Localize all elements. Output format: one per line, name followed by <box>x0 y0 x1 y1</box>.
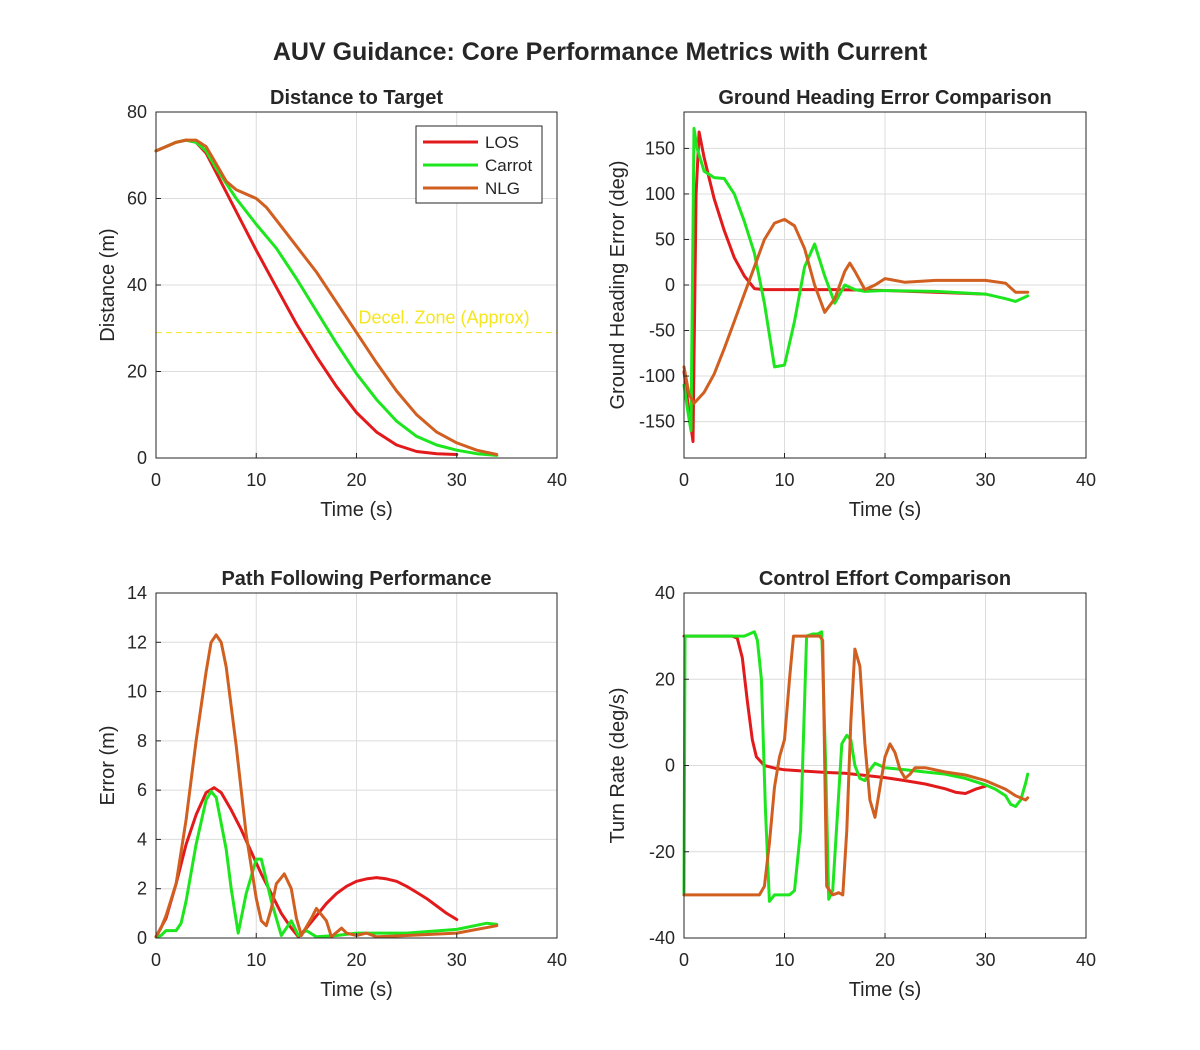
y-tick-label: 20 <box>127 362 147 382</box>
x-axis-label: Time (s) <box>320 499 393 521</box>
y-tick-label: -20 <box>649 842 675 862</box>
x-tick-label: 30 <box>447 950 467 970</box>
series-line-nlg <box>682 634 1030 897</box>
y-tick-label: -150 <box>639 412 675 432</box>
x-tick-label: 30 <box>447 470 467 490</box>
y-tick-label: 80 <box>127 102 147 122</box>
subplot-title: Distance to Target <box>270 87 443 109</box>
x-tick-label: 30 <box>975 950 995 970</box>
y-tick-label: 8 <box>137 731 147 751</box>
y-axis-label: Error (m) <box>97 726 119 806</box>
y-tick-label: -40 <box>649 928 675 948</box>
y-tick-label: 50 <box>655 229 675 249</box>
x-axis-label: Time (s) <box>320 979 393 1001</box>
y-tick-label: 12 <box>127 632 147 652</box>
y-tick-label: -100 <box>639 366 675 386</box>
y-tick-label: 0 <box>665 275 675 295</box>
y-tick-label: 0 <box>665 756 675 776</box>
subplot-title: Path Following Performance <box>221 568 491 590</box>
x-tick-label: 0 <box>151 950 161 970</box>
y-axis-label: Turn Rate (deg/s) <box>607 688 629 844</box>
y-tick-label: 20 <box>655 669 675 689</box>
x-tick-label: 10 <box>246 470 266 490</box>
annotation-label: Decel. Zone (Approx) <box>359 308 530 328</box>
series-line-carrot <box>682 630 1030 903</box>
y-tick-label: 150 <box>645 138 675 158</box>
y-tick-label: 6 <box>137 780 147 800</box>
series-line-carrot <box>682 126 1030 433</box>
legend-label-nlg: NLG <box>485 179 520 198</box>
y-tick-label: -50 <box>649 321 675 341</box>
x-tick-label: 30 <box>975 470 995 490</box>
y-tick-label: 14 <box>127 583 147 603</box>
series-line-nlg <box>682 217 1030 405</box>
y-tick-label: 40 <box>655 583 675 603</box>
series-line-los <box>682 130 987 444</box>
chart-heading-error: 0 10 20 30 40 -150 -100 -50 0 50 100 150 Ground Head… <box>607 87 1096 521</box>
x-tick-label: 0 <box>151 470 161 490</box>
y-tick-label: 40 <box>127 275 147 295</box>
subplot-title: Control Effort Comparison <box>759 568 1011 590</box>
x-tick-label: 0 <box>679 470 689 490</box>
x-axis-label: Time (s) <box>849 979 922 1001</box>
y-tick-label: 10 <box>127 682 147 702</box>
x-tick-label: 40 <box>1076 470 1096 490</box>
series-line-nlg <box>154 138 499 456</box>
series-line-nlg <box>154 633 499 939</box>
legend: LOS Carrot NLG <box>415 125 543 204</box>
y-tick-label: 100 <box>645 184 675 204</box>
legend-label-los: LOS <box>485 133 519 152</box>
x-tick-label: 40 <box>1076 950 1096 970</box>
series-line-los <box>682 634 987 795</box>
y-tick-label: 2 <box>137 879 147 899</box>
figure-title: AUV Guidance: Core Performance Metrics w… <box>273 38 928 66</box>
x-tick-label: 40 <box>547 950 567 970</box>
y-axis-label: Ground Heading Error (deg) <box>607 160 629 409</box>
x-tick-label: 20 <box>875 950 895 970</box>
y-tick-label: 0 <box>137 928 147 948</box>
chart-path-error: 0 10 20 30 40 0 2 4 6 8 10 12 14 Path Following Perfo… <box>97 568 567 1001</box>
x-tick-label: 20 <box>346 950 366 970</box>
x-tick-label: 0 <box>679 950 689 970</box>
y-tick-label: 4 <box>137 829 147 849</box>
x-axis-label: Time (s) <box>849 499 922 521</box>
x-tick-label: 10 <box>774 950 794 970</box>
chart-distance: Decel. Zone (Approx) 0 10 20 30 40 0 20 40 60 80 Di… <box>97 87 567 521</box>
x-tick-label: 20 <box>346 470 366 490</box>
x-tick-label: 20 <box>875 470 895 490</box>
y-tick-label: 0 <box>137 448 147 468</box>
y-tick-label: 60 <box>127 189 147 209</box>
legend-label-carrot: Carrot <box>485 156 533 175</box>
y-axis-label: Distance (m) <box>97 228 119 341</box>
chart-control-effort: 0 10 20 30 40 -40 -20 0 20 40 Control Effort Compa… <box>607 568 1096 1001</box>
x-tick-label: 10 <box>774 470 794 490</box>
x-tick-label: 10 <box>246 950 266 970</box>
x-tick-label: 40 <box>547 470 567 490</box>
subplot-title: Ground Heading Error Comparison <box>718 87 1051 109</box>
